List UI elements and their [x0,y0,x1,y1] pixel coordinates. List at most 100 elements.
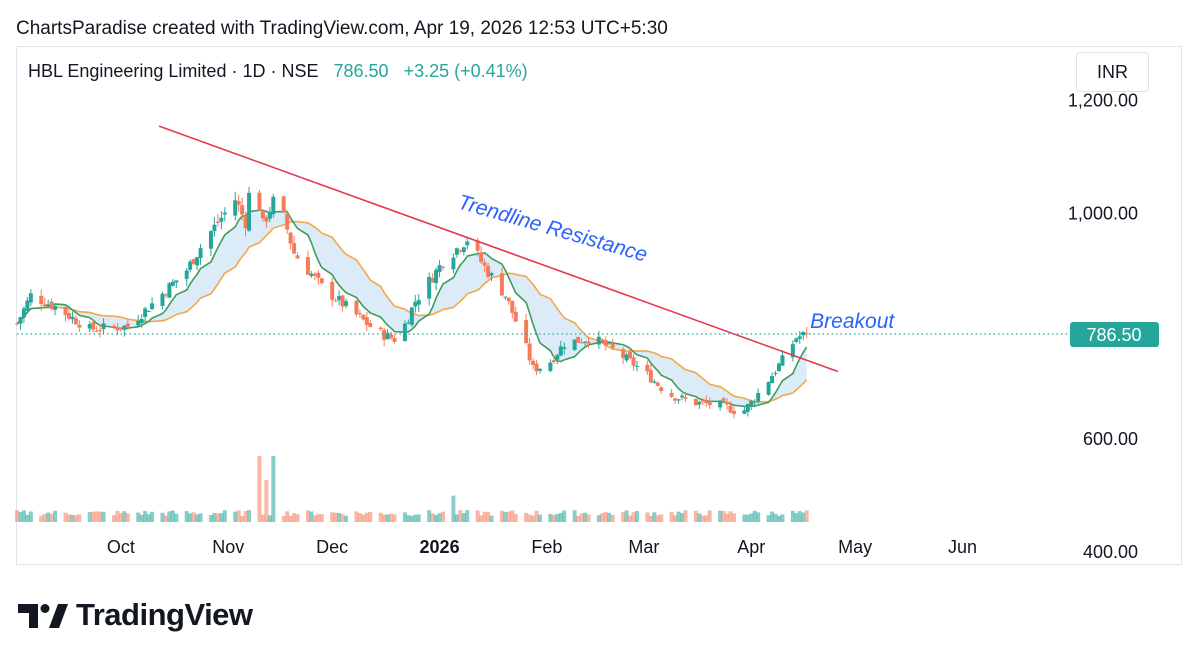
volume-bar [236,510,241,522]
fast-ma-line [16,209,808,408]
candle-body [53,306,58,310]
y-tick-label: 600.00 [1083,429,1138,449]
volume-bar [281,515,286,522]
candle-body [146,310,151,312]
candle-body [583,341,588,343]
candle-body [645,364,650,372]
volume-bar [749,513,754,522]
candle-body [628,352,633,359]
symbol-legend[interactable]: HBL Engineering Limited · 1D · NSE 786.5… [28,61,528,82]
candle-body [70,316,75,320]
volume-bar [794,513,799,522]
volume-bar [49,513,54,522]
candle-body [503,296,508,298]
volume-bar [441,511,446,522]
volume-bar [628,515,633,522]
volume-bar [434,514,439,522]
volume-bar [357,513,362,522]
volume-bar [382,514,387,522]
volume-bar [510,510,515,522]
candle-body [101,323,106,330]
volume-bar [195,514,200,522]
tradingview-wordmark: TradingView [76,597,253,632]
tradingview-logo[interactable]: TradingView [18,597,253,633]
candle-body [538,368,542,371]
volume-bar [458,510,463,522]
currency-button[interactable]: INR [1076,52,1149,92]
volume-bar [42,513,47,522]
volume-bar [243,511,248,522]
candle-body [631,357,636,366]
volume-bar [25,514,30,522]
candle-body [240,205,245,215]
candle-body [607,342,612,344]
candle-body [208,231,213,249]
candle-body [731,410,736,414]
volume-bar [219,513,224,522]
volume-bar [309,511,314,522]
candle-body [160,293,165,306]
candle-body [434,269,439,284]
volume-bar [368,511,373,522]
ma-cloud [17,210,807,407]
candle-body [586,341,591,344]
candle-body [773,372,778,374]
candle-body [683,397,688,399]
candle-body [18,317,23,324]
volume-bar [797,511,802,522]
candle-body [73,318,78,325]
candle-body [548,362,553,371]
candle-body [25,300,30,311]
volume-bar [437,513,442,522]
candle-body [163,294,168,296]
tradingview-logo-icon [18,604,68,628]
volume-bar [66,514,71,522]
candle-body [527,343,532,361]
volume-bar [118,512,123,522]
volume-bar [337,513,342,522]
candle-body [122,325,127,330]
volume-bar [534,510,539,522]
candle-body [700,400,705,402]
volume-bar [378,512,383,522]
candle-body [797,336,802,339]
candle-body [634,365,639,367]
candle-body [111,325,116,327]
candle-body [174,280,179,283]
volume-bar [673,515,678,522]
candle-body [382,329,387,340]
candle-body [15,323,19,325]
candle-body [458,250,463,252]
candle-body [596,336,601,345]
candle-body [233,200,238,216]
candle-body [368,322,373,327]
last-price: 786.50 [333,61,389,81]
candle-body [281,196,286,212]
chart-credit: ChartsParadise created with TradingView.… [16,18,668,39]
volume-bar [621,512,626,522]
candle-body [236,201,241,205]
candle-body [680,395,685,398]
candle-body [316,272,321,278]
candle-body [721,398,726,401]
candle-body [39,295,44,305]
volume-bar [596,515,601,522]
volume-bar [659,514,664,522]
volume-bar [790,510,795,522]
volume-bar [430,513,435,522]
volume-bar [731,513,736,522]
volume-bar [174,513,179,522]
candle-body [184,270,189,279]
volume-bar [215,513,220,522]
volume-bar [680,513,685,522]
candle-body [267,212,272,219]
volume-bar [188,513,193,522]
candle-body [742,410,747,414]
candle-body [766,382,771,395]
volume-bar [409,515,414,522]
volume-bar [804,510,809,522]
candle-body [150,303,155,310]
candle-body [243,215,248,229]
candle-body [330,281,335,300]
